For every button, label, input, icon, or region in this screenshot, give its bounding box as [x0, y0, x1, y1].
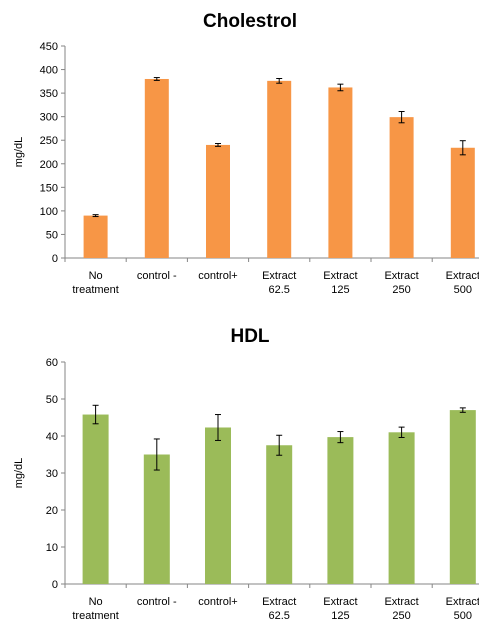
category-label: Extract	[262, 596, 296, 608]
category-label: control -	[137, 596, 177, 608]
bar	[144, 78, 169, 258]
bar	[450, 147, 475, 258]
y-axis-label: mg/dL	[13, 458, 25, 489]
chart-title: Cholestrol	[203, 11, 297, 32]
y-tick-label: 450	[40, 41, 58, 53]
bar	[82, 414, 109, 584]
bar	[143, 454, 170, 584]
bar	[266, 445, 293, 584]
y-tick-label: 10	[46, 542, 58, 554]
category-label: No	[89, 596, 103, 608]
category-label: 62.5	[268, 284, 289, 296]
category-label: 62.5	[268, 610, 289, 619]
y-tick-label: 250	[40, 135, 58, 147]
category-label: control -	[137, 270, 177, 282]
category-label: control+	[198, 270, 237, 282]
y-tick-label: 400	[40, 65, 58, 77]
y-tick-label: 50	[46, 229, 58, 241]
bar	[205, 427, 231, 584]
bar	[449, 410, 476, 584]
category-label: 500	[454, 284, 472, 296]
category-label: No	[89, 270, 103, 282]
bar	[206, 144, 230, 258]
y-tick-label: 350	[40, 88, 58, 100]
category-label: 250	[392, 284, 410, 296]
category-label: Extract	[384, 270, 418, 282]
category-label: 125	[331, 284, 349, 296]
y-tick-label: 40	[46, 431, 58, 443]
y-tick-label: 150	[40, 182, 58, 194]
hdl-chart: HDL mg/dL 0 10 20 30 40 50 60 No treatment control …	[13, 326, 479, 619]
chart-title: HDL	[230, 326, 269, 347]
y-tick-label: 0	[52, 579, 58, 591]
bar	[83, 215, 108, 258]
y-tick-label: 0	[52, 253, 58, 265]
y-tick-label: 30	[46, 468, 58, 480]
category-label: 500	[454, 610, 472, 619]
category-label: Extract	[262, 270, 296, 282]
y-tick-label: 20	[46, 505, 58, 517]
category-label: Extract	[323, 596, 357, 608]
category-label: Extract	[446, 596, 479, 608]
bar	[389, 117, 414, 258]
cholesterol-chart: Cholestrol mg/dL 0 50 100 150 200 250 300 350 400 4…	[13, 11, 479, 296]
y-tick-label: 200	[40, 159, 58, 171]
category-label: control+	[198, 596, 237, 608]
category-label: Extract	[323, 270, 357, 282]
category-label: 125	[331, 610, 349, 619]
category-label: treatment	[72, 610, 118, 619]
category-label: Extract	[384, 596, 418, 608]
bar	[328, 87, 353, 258]
category-label: 250	[392, 610, 410, 619]
y-axis-label: mg/dL	[13, 137, 25, 168]
y-tick-label: 60	[46, 357, 58, 369]
category-label: treatment	[72, 284, 118, 296]
y-tick-label: 50	[46, 394, 58, 406]
bar	[267, 80, 292, 259]
y-tick-label: 100	[40, 206, 58, 218]
bar	[327, 437, 354, 584]
bar	[388, 432, 415, 584]
category-label: Extract	[446, 270, 479, 282]
y-tick-label: 300	[40, 112, 58, 124]
